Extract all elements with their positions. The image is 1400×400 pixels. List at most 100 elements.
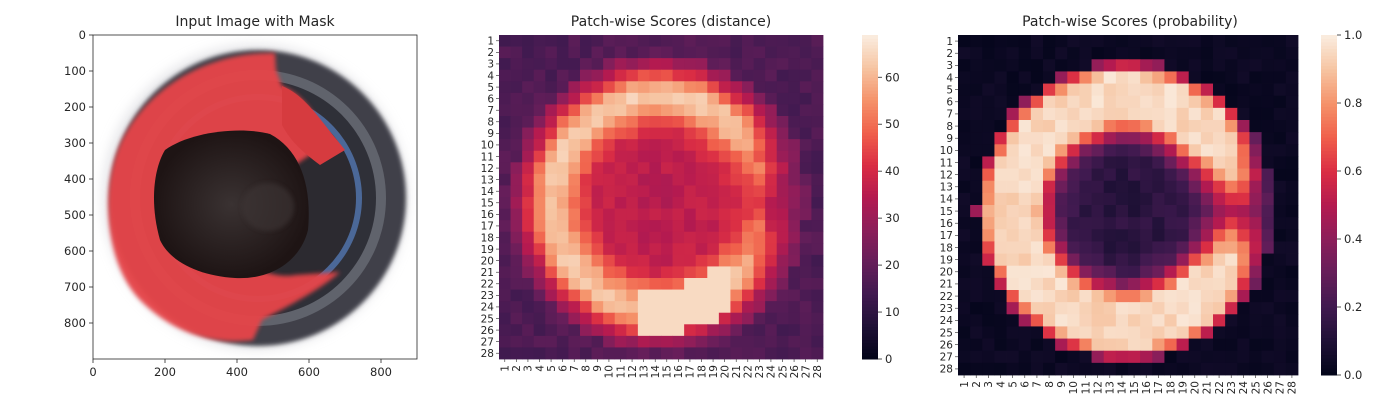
heatmap-cell (982, 120, 995, 133)
heatmap-cell (1200, 314, 1214, 327)
colorbar-segment (862, 268, 878, 273)
heatmap-cell (672, 104, 685, 117)
heatmap-cell (742, 173, 754, 186)
heatmap-cell (533, 116, 546, 128)
heatmap-cell (661, 347, 673, 360)
heatmap-cell (958, 362, 971, 376)
heatmap-cell (1285, 59, 1299, 72)
heatmap-cell (765, 116, 778, 128)
heatmap-cell (1188, 35, 1202, 48)
heatmap-row-label: 16 (940, 218, 954, 230)
heatmap-cell (1273, 144, 1287, 157)
heatmap-cell (603, 254, 616, 267)
heatmap-cell (580, 35, 592, 47)
heatmap-cell (970, 229, 983, 242)
heatmap-cell (753, 104, 766, 117)
heatmap-cell (1043, 120, 1056, 133)
heatmap-cell (1225, 120, 1238, 133)
heatmap-cell (695, 289, 708, 302)
heatmap-cell (730, 220, 743, 233)
heatmap-cell (661, 254, 673, 267)
heatmap-cell (1285, 253, 1299, 267)
heatmap-cell (799, 116, 812, 128)
heatmap-cell (533, 185, 546, 198)
heatmap-cell (1200, 350, 1214, 364)
heatmap-cell (1055, 132, 1068, 145)
heatmap-cell (626, 335, 639, 348)
heatmap-cell (765, 197, 778, 209)
heatmap-cell (982, 326, 995, 339)
heatmap-cell (603, 162, 616, 175)
heatmap-cell (776, 278, 789, 290)
heatmap-cell (811, 208, 824, 221)
heatmap-cell (626, 278, 639, 290)
heatmap-cell (522, 139, 535, 152)
heatmap-cell (811, 46, 824, 59)
heatmap-row-label: 5 (946, 84, 953, 96)
heatmap-cell (1055, 265, 1068, 279)
colorbar-segment (862, 38, 878, 42)
heatmap-cell (649, 69, 662, 82)
heatmap-cell (1079, 265, 1092, 279)
heatmap-row-label: 13 (481, 174, 494, 186)
heatmap-cell (1140, 265, 1153, 279)
heatmap-cell (603, 58, 616, 71)
colorbar-segment (1321, 157, 1337, 162)
heatmap-cell (591, 335, 604, 348)
heatmap-cell (753, 289, 766, 302)
heatmap-cell (776, 347, 789, 360)
heatmap-cell (994, 314, 1007, 327)
heatmap-cell (603, 185, 616, 198)
heatmap-cell (499, 335, 511, 348)
heatmap-cell (522, 35, 535, 47)
heatmap-cell (958, 144, 971, 157)
heatmap-cell (556, 46, 569, 59)
heatmap-cell (1140, 253, 1153, 267)
heatmap-cell (695, 35, 708, 47)
heatmap-cell (788, 81, 801, 94)
heatmap-cell (1091, 156, 1105, 169)
heatmap-cell (510, 220, 523, 233)
heatmap-cell (1249, 338, 1262, 352)
heatmap-cell (510, 266, 523, 279)
heatmap-cell (1055, 290, 1068, 303)
heatmap-cell (1018, 290, 1032, 303)
colorbar-segment (862, 54, 878, 59)
heatmap-cell (1237, 290, 1250, 303)
heatmap-cell (730, 35, 743, 47)
heatmap-cell (626, 69, 639, 82)
heatmap-col-label: 4 (534, 365, 546, 372)
heatmap-col-label: 26 (1262, 381, 1274, 395)
colorbar-segment (1321, 41, 1337, 46)
heatmap-cell (580, 324, 592, 337)
heatmap-cell (695, 185, 708, 198)
heatmap-cell (718, 139, 731, 152)
heatmap-cell (776, 46, 789, 59)
heatmap-cell (1030, 362, 1044, 376)
heatmap-cell (1152, 326, 1165, 339)
heatmap-row-label: 26 (481, 325, 495, 337)
heatmap-cell (591, 173, 604, 186)
heatmap-cell (1225, 217, 1238, 230)
heatmap-cell (958, 192, 971, 206)
colorbar-segment (862, 90, 878, 94)
heatmap-cell (1164, 362, 1177, 376)
heatmap-col-label: 9 (592, 365, 604, 372)
heatmap-cell (568, 289, 581, 302)
heatmap-cell (1200, 338, 1214, 352)
colorbar-tick-label: 60 (885, 70, 900, 84)
heatmap-cell (799, 197, 812, 209)
heatmap-cell (1237, 107, 1250, 121)
heatmap-cell (742, 139, 754, 152)
heatmap-cell (1055, 229, 1068, 242)
colorbar-segment (1321, 361, 1337, 366)
heatmap-cell (568, 69, 581, 82)
heatmap-cell (1273, 302, 1287, 315)
heatmap-row-label: 9 (487, 128, 494, 140)
heatmap-cell (730, 104, 743, 117)
heatmap-col-label: 5 (1007, 381, 1019, 388)
heatmap-cell (970, 59, 983, 72)
colorbar-segment (862, 161, 878, 166)
heatmap-cell (1055, 350, 1068, 364)
heatmap-cell (545, 312, 558, 325)
